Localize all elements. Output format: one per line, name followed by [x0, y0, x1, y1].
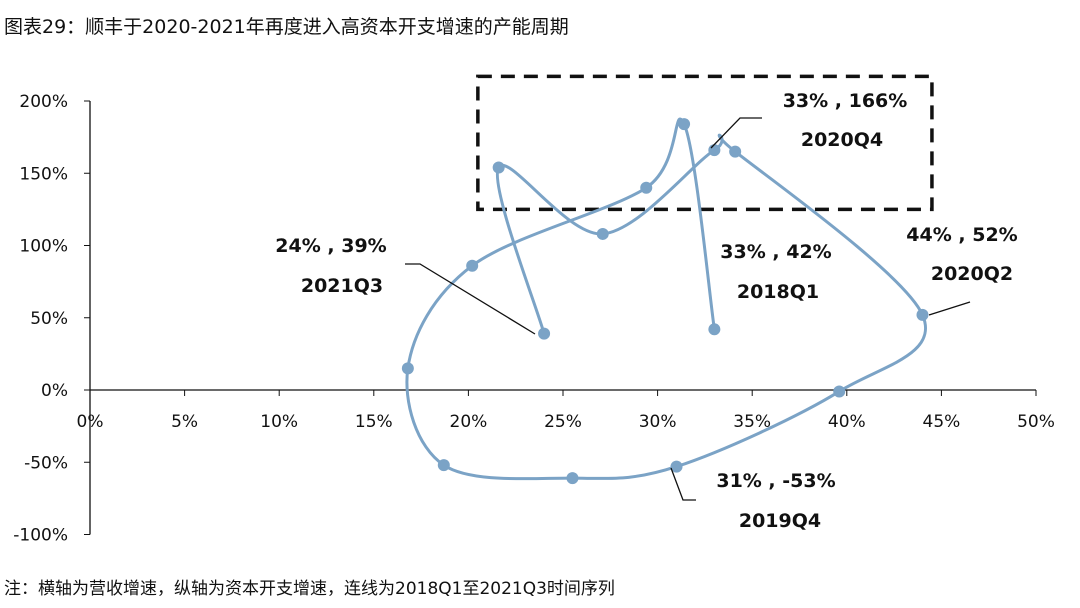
- data-point-2018q4: [466, 259, 479, 272]
- x-tick-label: 0%: [77, 412, 104, 432]
- y-tick-label: -100%: [13, 526, 68, 546]
- x-tick-label: 10%: [260, 412, 298, 432]
- y-tick-label: 100%: [19, 237, 68, 257]
- annotation-value-2018q1: 33% , 42%: [720, 241, 831, 263]
- annotation-period-2019q4: 2019Q4: [739, 510, 821, 532]
- data-point-2021q1: [596, 227, 609, 240]
- x-tick-label: 50%: [1017, 412, 1055, 432]
- data-point-2019q1: [401, 362, 414, 375]
- x-tick-label: 45%: [923, 412, 961, 432]
- x-tick-label: 5%: [171, 412, 198, 432]
- annotation-period-2021q3: 2021Q3: [301, 275, 383, 297]
- data-point-2019q4: [670, 460, 683, 473]
- annotation-period-2018q1: 2018Q1: [737, 281, 819, 303]
- y-tick-label: 0%: [41, 381, 68, 401]
- chart-footnote: 注：横轴为营收增速，纵轴为资本开支增速，连线为2018Q1至2021Q3时间序列: [4, 579, 615, 599]
- data-point-2021q2: [492, 161, 505, 174]
- x-tick-label: 30%: [639, 412, 677, 432]
- x-tick-label: 40%: [828, 412, 866, 432]
- data-point-2018q1: [708, 323, 721, 336]
- highlight-box: [476, 74, 934, 212]
- y-tick-label: 200%: [19, 92, 68, 112]
- annotation-value-2021q3: 24% , 39%: [275, 235, 386, 257]
- data-point-2021q3: [538, 327, 551, 340]
- data-point-2020q1: [833, 385, 846, 398]
- leader-2020q4: [710, 117, 762, 149]
- annotation-value-2020q4: 33% , 166%: [783, 90, 908, 112]
- data-point-2018q2: [678, 118, 691, 131]
- data-point-2019q3: [566, 472, 579, 485]
- x-tick-label: 20%: [450, 412, 488, 432]
- annotation-period-2020q4: 2020Q4: [801, 129, 883, 151]
- series-line: [405, 117, 927, 481]
- annotation-value-2019q4: 31% , -53%: [716, 470, 835, 492]
- leader-2021q3: [405, 263, 536, 335]
- x-tick-label: 35%: [733, 412, 771, 432]
- annotation-period-2020q2: 2020Q2: [931, 263, 1013, 285]
- data-point-2018q3: [640, 181, 653, 194]
- y-tick-label: 150%: [19, 164, 68, 184]
- annotation-value-2020q2: 44% , 52%: [906, 224, 1017, 246]
- data-point-2020q3: [729, 145, 742, 158]
- y-tick-label: -50%: [24, 453, 68, 473]
- x-tick-label: 15%: [355, 412, 393, 432]
- data-point-2020q4: [708, 144, 721, 157]
- y-tick-label: 50%: [30, 309, 68, 329]
- chart-title: 图表29：顺丰于2020-2021年再度进入高资本开支增速的产能周期: [4, 16, 569, 38]
- data-point-2020q2: [916, 308, 929, 321]
- leader-2020q2: [928, 301, 971, 316]
- x-tick-label: 25%: [544, 412, 582, 432]
- data-point-2019q2: [437, 459, 450, 472]
- leader-2019q4: [670, 467, 696, 501]
